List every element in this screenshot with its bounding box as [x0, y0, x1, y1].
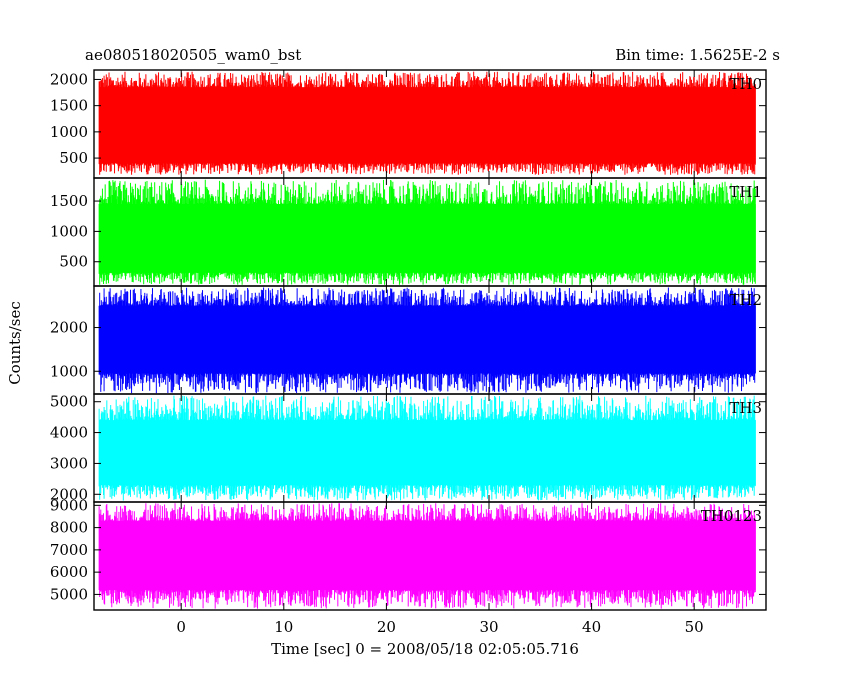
- series-line-th0123: [98, 503, 756, 609]
- panel-label-th3: TH3: [729, 399, 762, 417]
- panel-th0123: 5000 6000 7000 8000 9000 TH0123: [50, 496, 767, 611]
- y-tick-label-th3-5000: 5000: [50, 393, 88, 411]
- y-tick-label-th0-1500: 1500: [50, 97, 88, 115]
- x-tick-label-10: 10: [274, 618, 293, 636]
- panel-th0: 500 1000 1500 2000 TH0: [50, 69, 767, 179]
- y-tick-label-th1-1500: 1500: [50, 192, 88, 210]
- series-th0123: [98, 503, 756, 609]
- panel-label-th2: TH2: [729, 291, 762, 309]
- y-tick-label-th3-2000: 2000: [50, 485, 88, 503]
- y-tick-label-th3-4000: 4000: [50, 424, 88, 442]
- x-tick-label-50: 50: [685, 618, 704, 636]
- panel-label-th0: TH0: [729, 75, 762, 93]
- y-tick-label-th2-1000: 1000: [50, 362, 88, 380]
- title-right: Bin time: 1.5625E-2 s: [615, 46, 780, 64]
- panel-frame-th0123: [93, 501, 767, 611]
- series-th1: [98, 179, 756, 285]
- y-tick-label-th1-500: 500: [59, 253, 88, 271]
- panel-label-th0123: TH0123: [701, 507, 762, 525]
- x-axis-label: Time [sec] 0 = 2008/05/18 02:05:05.716: [271, 640, 579, 658]
- panel-label-th1: TH1: [729, 183, 762, 201]
- y-tick-label-th0-1000: 1000: [50, 123, 88, 141]
- y-tick-label-th0-2000: 2000: [50, 70, 88, 88]
- title-left: ae080518020505_wam0_bst: [85, 46, 301, 64]
- series-th0: [98, 71, 756, 175]
- series-line-th1: [98, 179, 756, 285]
- panel-th2: 1000 2000 TH2: [50, 285, 767, 395]
- series-th3: [98, 395, 756, 501]
- y-tick-label-th2-2000: 2000: [50, 319, 88, 337]
- y-tick-label-th0123-7000: 7000: [50, 541, 88, 559]
- series-line-th0: [98, 71, 756, 175]
- x-tick-label-20: 20: [377, 618, 396, 636]
- panel-th3: 2000 3000 4000 5000 TH3: [50, 393, 767, 503]
- y-tick-label-th0123-9000: 9000: [50, 496, 88, 514]
- y-tick-label-th0123-6000: 6000: [50, 563, 88, 581]
- series-line-th2: [98, 287, 756, 394]
- y-axis-label: Counts/sec: [6, 301, 24, 385]
- x-tick-label-30: 30: [479, 618, 498, 636]
- series-th2: [98, 287, 756, 394]
- y-tick-label-th3-3000: 3000: [50, 454, 88, 472]
- series-line-th3: [98, 395, 756, 501]
- y-tick-label-th0123-5000: 5000: [50, 585, 88, 603]
- x-tick-label-0: 0: [176, 618, 186, 636]
- y-tick-label-th0-500: 500: [59, 149, 88, 167]
- y-tick-label-th0123-8000: 8000: [50, 519, 88, 537]
- panel-th1: 500 1000 1500 TH1: [50, 177, 767, 287]
- y-tick-label-th1-1000: 1000: [50, 222, 88, 240]
- x-tick-label-40: 40: [582, 618, 601, 636]
